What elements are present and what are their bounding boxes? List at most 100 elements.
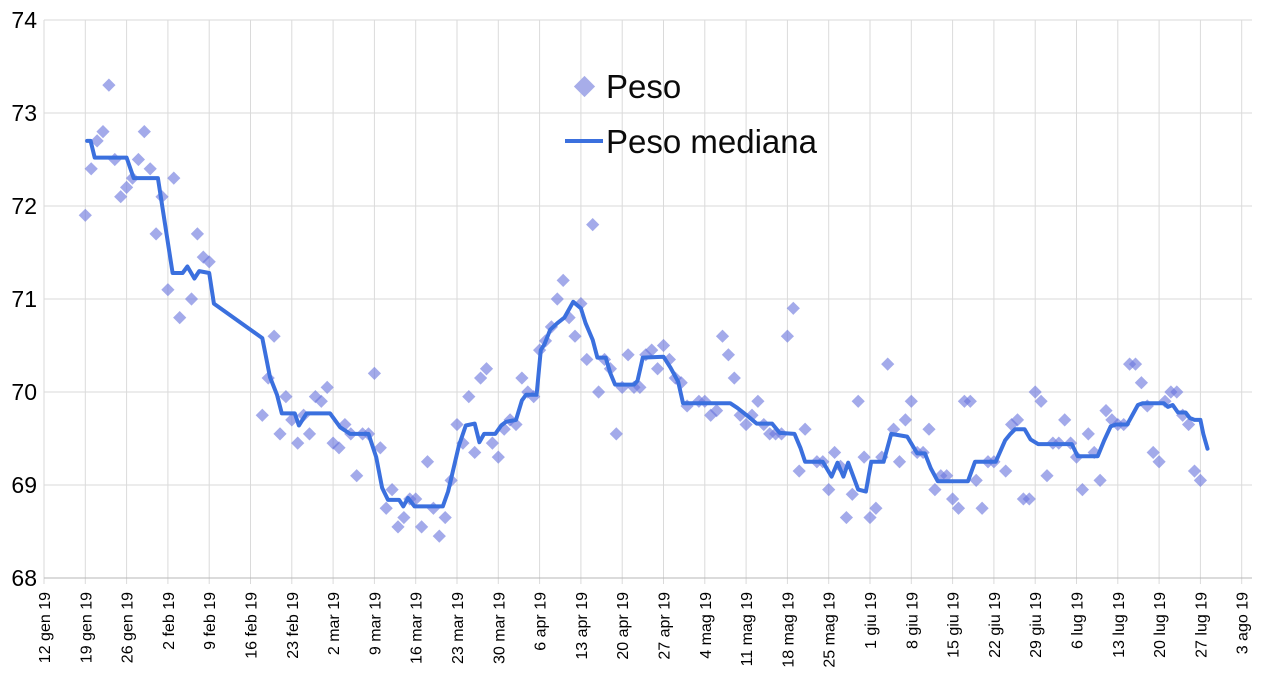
scatter-point (651, 362, 665, 376)
scatter-point (680, 399, 694, 413)
scatter-point (120, 180, 134, 194)
scatter-point (149, 227, 163, 241)
scatter-point (84, 162, 98, 176)
scatter-point (1034, 394, 1048, 408)
scatter-point (851, 394, 865, 408)
scatter-point (385, 483, 399, 497)
scatter-point (609, 427, 623, 441)
scatter-point (114, 190, 128, 204)
scatter-point (586, 218, 600, 232)
scatter-point (1152, 455, 1166, 469)
x-tick-label: 26 gen 19 (120, 592, 137, 663)
line-marker-icon (565, 139, 603, 143)
scatter-point (1040, 469, 1054, 483)
x-tick-label: 9 mar 19 (367, 592, 384, 655)
scatter-point (279, 390, 293, 404)
scatter-point (456, 436, 470, 450)
x-tick-label: 20 lug 19 (1152, 592, 1169, 658)
scatter-point (291, 436, 305, 450)
scatter-point (1099, 404, 1113, 418)
scatter-point (857, 450, 871, 464)
scatter-point (828, 445, 842, 460)
scatter-point (792, 464, 806, 478)
scatter-point (550, 292, 564, 306)
scatter-point (332, 441, 346, 455)
scatter-point (822, 483, 836, 497)
scatter-point (1081, 427, 1095, 441)
scatter-point (1005, 417, 1019, 432)
legend-item-peso-mediana: Peso mediana (562, 121, 817, 161)
x-tick-label: 13 lug 19 (1111, 592, 1128, 658)
x-tick-label: 25 mag 19 (822, 592, 839, 668)
y-tick-label: 73 (11, 100, 37, 126)
x-tick-label: 20 apr 19 (615, 592, 632, 660)
scatter-point (839, 510, 853, 525)
scatter-point (173, 311, 187, 325)
scatter-point (881, 357, 895, 371)
scatter-point (308, 390, 322, 404)
x-tick-label: 23 mar 19 (450, 592, 467, 664)
scatter-point (875, 450, 889, 464)
scatter-point (302, 427, 317, 441)
scatter-point (391, 520, 405, 534)
x-tick-label: 3 ago 19 (1235, 592, 1252, 654)
scatter-point (1028, 385, 1042, 399)
scatter-point (739, 417, 753, 432)
series-peso (78, 78, 1207, 543)
scatter-point (951, 501, 966, 515)
scatter-point (479, 362, 494, 376)
scatter-point (727, 371, 741, 385)
scatter-point (592, 385, 606, 399)
scatter-point (1182, 417, 1196, 432)
x-tick-label: 18 mag 19 (780, 592, 797, 668)
scatter-point (969, 473, 983, 487)
x-tick-label: 2 feb 19 (161, 592, 178, 650)
scatter-point (963, 394, 977, 408)
scatter-point (1093, 473, 1107, 487)
scatter-point (863, 510, 877, 525)
scatter-point (1134, 376, 1148, 390)
scatter-point (161, 283, 175, 297)
scatter-point (1170, 385, 1184, 399)
scatter-point (928, 483, 942, 497)
x-tick-label: 8 giu 19 (904, 592, 921, 649)
scatter-point (415, 520, 429, 534)
scatter-point (285, 413, 299, 427)
scatter-point (1128, 357, 1143, 371)
scatter-point (721, 348, 735, 362)
scatter-point (255, 408, 269, 422)
legend-label-peso: Peso (606, 67, 682, 105)
scatter-point (845, 487, 859, 501)
scatter-point (267, 329, 281, 343)
scatter-point (621, 348, 635, 362)
scatter-point (615, 380, 629, 394)
scatter-point (326, 436, 340, 450)
scatter-point (432, 529, 446, 543)
scatter-point (946, 492, 960, 506)
scatter-point (491, 450, 505, 464)
scatter-point (633, 380, 647, 394)
scatter-point (515, 371, 529, 385)
x-tick-label: 12 gen 19 (37, 592, 54, 663)
scatter-point (131, 152, 145, 167)
scatter-point (710, 404, 724, 418)
x-tick-label: 16 feb 19 (244, 592, 261, 659)
y-tick-label: 74 (11, 7, 37, 33)
scatter-point (1187, 464, 1202, 478)
scatter-point (922, 422, 936, 436)
scatter-point (314, 394, 328, 408)
y-axis-labels: 74 73 72 71 70 69 68 (11, 7, 37, 591)
scatter-point (1010, 413, 1025, 427)
scatter-point (556, 273, 570, 287)
scatter-point (574, 297, 588, 311)
legend-label-peso-mediana: Peso mediana (606, 122, 817, 160)
scatter-point (350, 469, 364, 483)
scatter-point (1058, 413, 1072, 427)
x-tick-label: 23 feb 19 (285, 592, 302, 659)
x-tick-label: 6 lug 19 (1070, 592, 1087, 649)
x-tick-label: 27 lug 19 (1193, 592, 1210, 658)
scatter-point (338, 417, 352, 432)
x-tick-label: 15 giu 19 (946, 592, 963, 658)
